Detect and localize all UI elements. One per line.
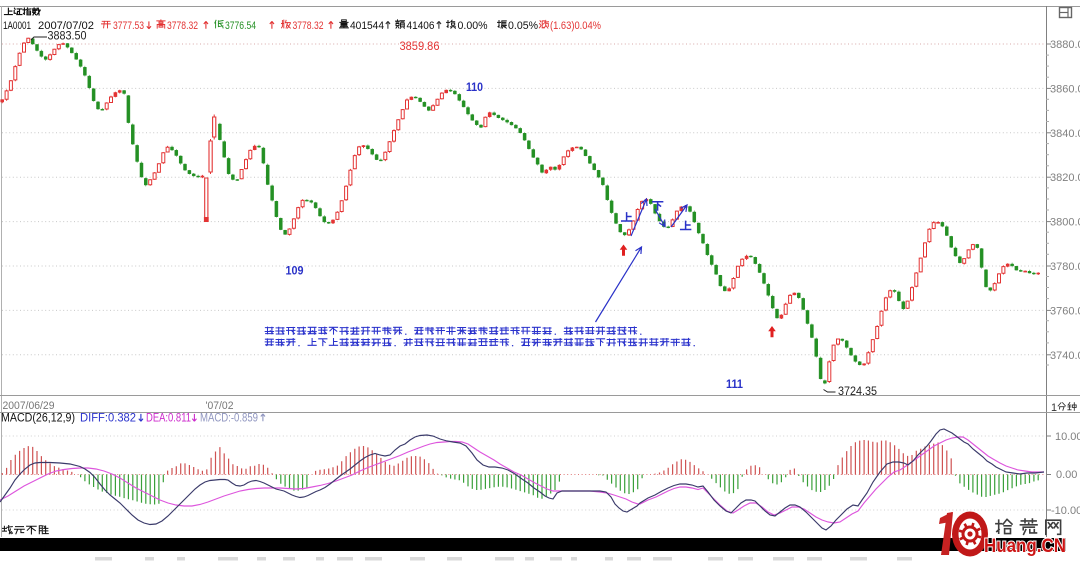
svg-text:0.05%: 0.05% — [508, 20, 538, 32]
svg-text:3883.50: 3883.50 — [48, 29, 87, 43]
svg-text:3840.00: 3840.00 — [1050, 128, 1080, 140]
svg-text:3777.53: 3777.53 — [113, 20, 144, 32]
svg-text:MACD(26,12,9): MACD(26,12,9) — [1, 413, 75, 425]
svg-text:401544: 401544 — [350, 20, 384, 32]
svg-text:3780.00: 3780.00 — [1050, 261, 1080, 273]
svg-text:110: 110 — [466, 80, 483, 94]
svg-text:3820.00: 3820.00 — [1050, 172, 1080, 184]
svg-text:111: 111 — [726, 377, 743, 391]
svg-text:1A0001: 1A0001 — [3, 20, 31, 32]
svg-text:3760.00: 3760.00 — [1050, 305, 1080, 317]
svg-text:0.00: 0.00 — [1056, 469, 1077, 481]
svg-text:-10.00: -10.00 — [1051, 505, 1080, 517]
svg-text:(1.63)0.04%: (1.63)0.04% — [550, 20, 601, 32]
svg-text:'07/02: '07/02 — [206, 400, 234, 412]
svg-text:109: 109 — [286, 264, 304, 278]
svg-text:1: 1 — [1051, 402, 1057, 414]
svg-text:10.00: 10.00 — [1055, 431, 1080, 443]
svg-text:Huang.CN: Huang.CN — [984, 536, 1066, 557]
svg-text:2007/07/02: 2007/07/02 — [38, 20, 94, 32]
svg-text:3860.00: 3860.00 — [1050, 83, 1080, 95]
svg-text:3778.32: 3778.32 — [167, 20, 198, 32]
svg-text:DIFF:0.382: DIFF:0.382 — [80, 413, 136, 425]
svg-text:3740.00: 3740.00 — [1050, 350, 1080, 362]
svg-text:0.00%: 0.00% — [458, 20, 488, 32]
svg-text:3778.32: 3778.32 — [293, 20, 324, 32]
svg-text:3724.35: 3724.35 — [838, 384, 877, 398]
svg-text:3880.00: 3880.00 — [1050, 39, 1080, 51]
svg-text:3859.86: 3859.86 — [400, 39, 440, 53]
svg-text:MACD:-0.859: MACD:-0.859 — [200, 413, 258, 425]
svg-text:DEA:0.811: DEA:0.811 — [146, 413, 191, 425]
svg-text:3800.00: 3800.00 — [1050, 217, 1080, 229]
svg-text:3776.54: 3776.54 — [225, 20, 256, 32]
svg-text:41406: 41406 — [407, 20, 435, 32]
svg-text:2007/06/29: 2007/06/29 — [3, 400, 55, 412]
